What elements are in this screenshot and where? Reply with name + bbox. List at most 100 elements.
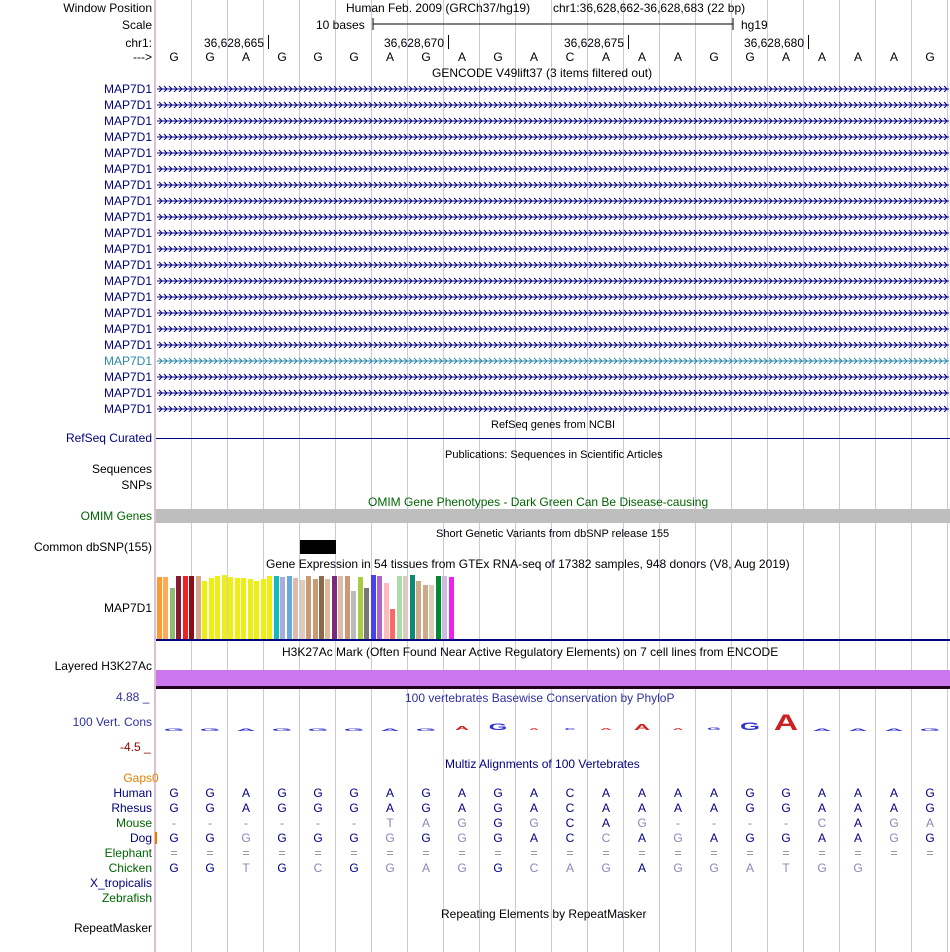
gencode-gene-line[interactable] bbox=[157, 213, 949, 220]
gtex-tissue-bar[interactable] bbox=[312, 579, 318, 639]
gencode-gene-label[interactable]: MAP7D1 bbox=[103, 226, 152, 240]
gencode-gene-line[interactable] bbox=[157, 357, 949, 364]
gencode-gene-label[interactable]: MAP7D1 bbox=[103, 402, 152, 416]
sequence-base[interactable]: G bbox=[277, 50, 287, 64]
gencode-gene-label[interactable]: MAP7D1 bbox=[103, 354, 152, 368]
gencode-gene-label[interactable]: MAP7D1 bbox=[103, 242, 152, 256]
multiz-species-label[interactable]: Elephant bbox=[104, 846, 152, 860]
sequence-base[interactable]: G bbox=[169, 50, 179, 64]
gtex-tissue-bar[interactable] bbox=[338, 576, 344, 639]
sequence-base[interactable]: G bbox=[925, 50, 935, 64]
gtex-tissue-bar[interactable] bbox=[351, 591, 357, 639]
dbsnp-variant[interactable] bbox=[300, 540, 336, 554]
gencode-gene-label[interactable]: MAP7D1 bbox=[103, 178, 152, 192]
gencode-gene-line[interactable] bbox=[157, 325, 949, 332]
gencode-gene-label[interactable]: MAP7D1 bbox=[103, 162, 152, 176]
gencode-gene-line[interactable] bbox=[157, 133, 949, 140]
gtex-tissue-bar[interactable] bbox=[377, 576, 383, 639]
gtex-tissue-bar[interactable] bbox=[241, 578, 247, 639]
sequence-base[interactable]: A bbox=[781, 50, 790, 64]
omim-track-label[interactable]: OMIM Genes bbox=[80, 509, 152, 523]
gencode-gene-label[interactable]: MAP7D1 bbox=[103, 290, 152, 304]
sequence-base[interactable]: A bbox=[529, 50, 538, 64]
sequence-base[interactable]: C bbox=[565, 50, 575, 64]
sequence-base[interactable]: G bbox=[205, 50, 215, 64]
sequence-base[interactable]: A bbox=[601, 50, 610, 64]
gencode-gene-line[interactable] bbox=[157, 293, 949, 300]
gencode-gene-line[interactable] bbox=[157, 85, 949, 92]
gencode-gene-line[interactable] bbox=[157, 389, 949, 396]
multiz-species-label[interactable]: Chicken bbox=[108, 861, 152, 875]
sequence-base[interactable]: G bbox=[313, 50, 323, 64]
gencode-gene-label[interactable]: MAP7D1 bbox=[103, 114, 152, 128]
sequence-base[interactable]: G bbox=[421, 50, 431, 64]
gencode-gene-line[interactable] bbox=[157, 277, 949, 284]
gtex-tissue-bar[interactable] bbox=[364, 588, 370, 639]
gtex-tissue-bar[interactable] bbox=[260, 579, 266, 639]
gtex-tissue-bar[interactable] bbox=[448, 577, 454, 639]
sequence-base[interactable]: A bbox=[241, 50, 250, 64]
gtex-tissue-bar[interactable] bbox=[286, 576, 292, 639]
sequence-base[interactable]: A bbox=[385, 50, 394, 64]
gtex-tissue-bar[interactable] bbox=[435, 576, 441, 639]
publications-track-label[interactable]: Sequences bbox=[91, 462, 152, 476]
gencode-gene-line[interactable] bbox=[157, 373, 949, 380]
gtex-tissue-bar[interactable] bbox=[176, 576, 182, 639]
gtex-tissue-bar[interactable] bbox=[325, 579, 331, 639]
gtex-tissue-bar[interactable] bbox=[416, 581, 422, 639]
multiz-species-label[interactable]: Human bbox=[113, 786, 152, 800]
sequence-base[interactable]: A bbox=[457, 50, 466, 64]
gtex-tissue-bar[interactable] bbox=[306, 576, 312, 639]
multiz-species-label[interactable]: Mouse bbox=[115, 816, 152, 830]
snps-label[interactable]: SNPs bbox=[121, 478, 152, 492]
gtex-tissue-bar[interactable] bbox=[182, 576, 188, 639]
sequence-base[interactable]: G bbox=[349, 50, 359, 64]
gtex-tissue-bar[interactable] bbox=[273, 576, 279, 639]
gtex-tissue-bar[interactable] bbox=[221, 575, 227, 639]
gencode-gene-line[interactable] bbox=[157, 101, 949, 108]
gencode-gene-label[interactable]: MAP7D1 bbox=[103, 258, 152, 272]
refseq-track-label[interactable]: RefSeq Curated bbox=[65, 431, 152, 445]
gencode-gene-label[interactable]: MAP7D1 bbox=[103, 130, 152, 144]
sequence-base[interactable]: G bbox=[709, 50, 719, 64]
gtex-tissue-bar[interactable] bbox=[215, 576, 221, 639]
gtex-tissue-bar[interactable] bbox=[370, 575, 376, 639]
gencode-gene-line[interactable] bbox=[157, 405, 949, 412]
h3k27ac-track-label[interactable]: Layered H3K27Ac bbox=[54, 659, 152, 673]
strand-arrow-label[interactable]: ---> bbox=[133, 50, 152, 64]
gencode-gene-line[interactable] bbox=[157, 341, 949, 348]
gencode-gene-label[interactable]: MAP7D1 bbox=[103, 306, 152, 320]
gencode-gene-line[interactable] bbox=[157, 229, 949, 236]
gtex-tissue-bar[interactable] bbox=[409, 575, 415, 639]
gtex-tissue-bar[interactable] bbox=[208, 578, 214, 639]
gtex-tissue-bar[interactable] bbox=[234, 578, 240, 639]
gtex-tissue-bar[interactable] bbox=[247, 579, 253, 639]
gtex-tissue-bar[interactable] bbox=[189, 576, 195, 639]
gencode-gene-label[interactable]: MAP7D1 bbox=[103, 274, 152, 288]
window-position-value[interactable]: chr1:36,628,662-36,628,683 (22 bp) bbox=[553, 1, 746, 15]
gencode-gene-label[interactable]: MAP7D1 bbox=[103, 82, 152, 96]
refseq-gene-line[interactable] bbox=[156, 438, 950, 439]
sequence-base[interactable]: A bbox=[853, 50, 862, 64]
multiz-species-label[interactable]: Dog bbox=[129, 831, 152, 845]
sequence-base[interactable]: A bbox=[889, 50, 898, 64]
multiz-species-label[interactable]: Zebrafish bbox=[101, 891, 152, 905]
gencode-gene-line[interactable] bbox=[157, 117, 949, 124]
gtex-tissue-bar[interactable] bbox=[228, 577, 234, 639]
sequence-base[interactable]: A bbox=[673, 50, 682, 64]
gtex-tissue-bar[interactable] bbox=[299, 580, 305, 639]
gencode-gene-line[interactable] bbox=[157, 309, 949, 316]
gtex-tissue-bar[interactable] bbox=[202, 581, 208, 639]
phylop-track-label[interactable]: 100 Vert. Cons bbox=[72, 715, 152, 729]
gtex-tissue-bar[interactable] bbox=[169, 588, 175, 639]
gencode-gene-label[interactable]: MAP7D1 bbox=[103, 194, 152, 208]
gencode-gene-line[interactable] bbox=[157, 261, 949, 268]
gencode-gene-label[interactable]: MAP7D1 bbox=[103, 322, 152, 336]
gtex-tissue-bar[interactable] bbox=[254, 581, 260, 639]
gtex-tissue-bar[interactable] bbox=[429, 585, 435, 639]
gencode-gene-line[interactable] bbox=[157, 197, 949, 204]
sequence-base[interactable]: A bbox=[817, 50, 826, 64]
gtex-tissue-bar[interactable] bbox=[396, 576, 402, 639]
gtex-tissue-bar[interactable] bbox=[390, 609, 396, 639]
